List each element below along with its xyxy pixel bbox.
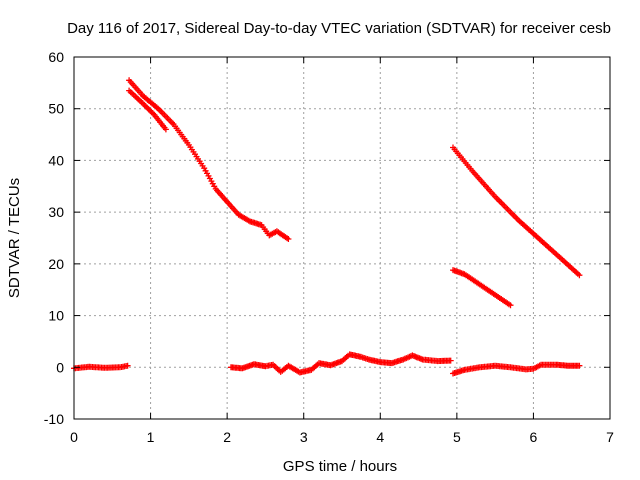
series-baseline-b — [228, 351, 454, 376]
x-tick-label: 1 — [147, 429, 155, 445]
y-tick-label: 10 — [48, 308, 64, 324]
x-tick-label: 7 — [606, 429, 614, 445]
plot-frame — [73, 56, 611, 420]
y-tick-label: 60 — [48, 49, 64, 65]
x-tick-label: 3 — [300, 429, 308, 445]
x-tick-label: 4 — [376, 429, 384, 445]
x-tick-label: 0 — [70, 429, 78, 445]
y-tick-label: 50 — [48, 101, 64, 117]
y-tick-label: 30 — [48, 204, 64, 220]
x-axis-title: GPS time / hours — [283, 458, 397, 475]
x-tick-label: 2 — [223, 429, 231, 445]
series-markers — [228, 351, 454, 376]
series-markers — [126, 77, 292, 242]
series-markers — [450, 267, 514, 309]
series-markers — [450, 361, 583, 377]
series-baseline-c — [450, 361, 583, 377]
y-tick-label: -10 — [44, 411, 64, 427]
chart-title: Day 116 of 2017, Sidereal Day-to-day VTE… — [67, 20, 611, 37]
grid-layer — [74, 57, 610, 419]
x-tick-label: 6 — [530, 429, 538, 445]
series-descending-lower — [126, 87, 169, 133]
axis-layer: 0 1 2 3 4 5 6 7 -10 0 10 20 30 40 50 60 — [44, 49, 614, 445]
y-tick-label: 20 — [48, 256, 64, 272]
series-markers — [450, 144, 583, 279]
y-tick-label: 0 — [56, 359, 64, 375]
label-layer: Day 116 of 2017, Sidereal Day-to-day VTE… — [6, 20, 611, 475]
y-tick-label: 40 — [48, 152, 64, 168]
x-tick-label: 5 — [453, 429, 461, 445]
series-markers — [126, 87, 169, 133]
y-axis-title: SDTVAR / TECUs — [6, 178, 23, 298]
series-descending-right-lower — [450, 267, 514, 309]
series-descending-upper — [126, 77, 292, 242]
series-descending-right-upper — [450, 144, 583, 279]
data-layer — [71, 77, 583, 377]
